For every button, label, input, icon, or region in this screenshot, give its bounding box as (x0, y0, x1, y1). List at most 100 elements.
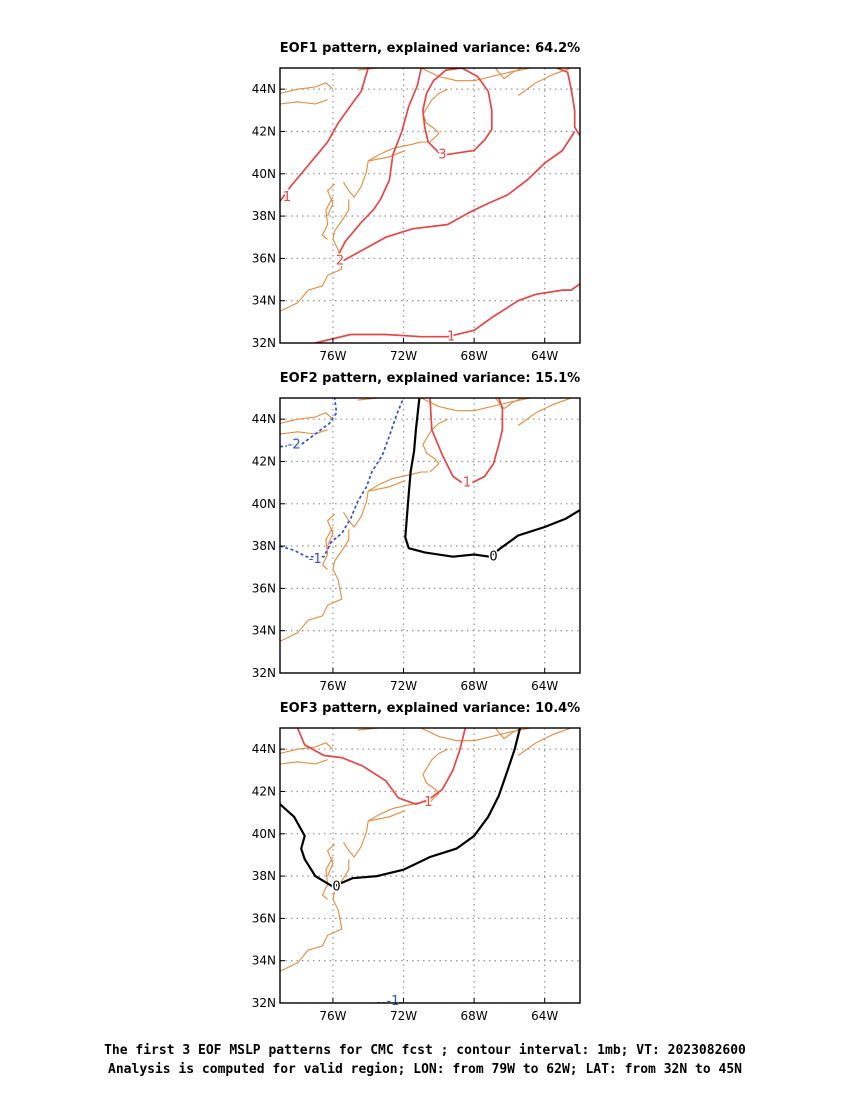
coastline (280, 759, 328, 765)
lon-tick-label: 68W (461, 1009, 488, 1023)
lat-tick-label: 32N (252, 996, 276, 1010)
contour-label: 0 (489, 550, 497, 565)
lon-tick-label: 68W (461, 349, 488, 363)
lat-tick-label: 44N (252, 82, 276, 96)
contour-line (280, 398, 405, 558)
contour-label: -1 (386, 994, 399, 1009)
lat-tick-label: 36N (252, 911, 276, 925)
coastline (422, 88, 448, 143)
coastline (343, 821, 369, 858)
coastline (280, 429, 328, 435)
coastline (280, 99, 328, 105)
contour-line (343, 131, 576, 262)
lon-tick-label: 64W (531, 1009, 558, 1023)
coastline (280, 82, 334, 94)
coastline (343, 161, 369, 198)
contour-line (280, 728, 522, 888)
lon-tick-label: 64W (531, 349, 558, 363)
coastline (326, 843, 336, 877)
map-panel-3: EOF3 pattern, explained variance: 10.4% 1… (252, 701, 581, 1023)
coastline (517, 398, 572, 426)
lat-tick-label: 42N (252, 784, 276, 798)
coastline (368, 479, 406, 492)
map-content (280, 68, 580, 343)
contour-label: -2 (288, 438, 301, 453)
contour-label: 1 (463, 476, 471, 491)
contour-line (280, 398, 338, 448)
map-frame (279, 727, 581, 1004)
panel-title: EOF1 pattern, explained variance: 64.2% (280, 41, 580, 56)
coastline (367, 801, 429, 822)
lat-tick-label: 34N (252, 954, 276, 968)
coastline (326, 183, 336, 217)
lon-tick-label: 72W (390, 349, 417, 363)
coastline (321, 526, 334, 570)
coastline (368, 149, 406, 162)
coastline (517, 68, 572, 96)
contour-label: 3 (438, 148, 446, 163)
coastline (321, 196, 334, 240)
coastline (280, 199, 350, 312)
lat-tick-label: 32N (252, 336, 276, 350)
contour-label: 1 (283, 190, 291, 205)
map-content (280, 728, 580, 1003)
coastline (280, 529, 350, 642)
contour-line (404, 398, 580, 558)
map-frame (279, 67, 581, 344)
lat-tick-label: 44N (252, 412, 276, 426)
contour-label: -1 (309, 552, 322, 567)
lat-tick-label: 36N (252, 581, 276, 595)
lon-tick-label: 64W (531, 679, 558, 693)
coastline (494, 398, 523, 410)
contour-label: 0 (332, 880, 340, 895)
map-panel-2: EOF2 pattern, explained variance: 15.1% 0… (252, 371, 581, 693)
coastline (494, 728, 523, 740)
lat-tick-label: 36N (252, 251, 276, 265)
coastline (343, 491, 369, 528)
lat-tick-label: 42N (252, 124, 276, 138)
coastline (517, 728, 572, 756)
lat-tick-label: 38N (252, 869, 276, 883)
lat-tick-label: 40N (252, 497, 276, 511)
lat-tick-label: 40N (252, 167, 276, 181)
lat-tick-label: 34N (252, 624, 276, 638)
coastline (357, 398, 533, 412)
coastline (321, 856, 334, 900)
lon-tick-label: 76W (319, 679, 346, 693)
contour-line (472, 398, 504, 484)
lon-tick-label: 72W (390, 1009, 417, 1023)
coastline (368, 809, 406, 822)
lat-tick-label: 44N (252, 742, 276, 756)
coastline (280, 412, 334, 424)
caption-line-2: Analysis is computed for valid region; L… (108, 1062, 742, 1077)
coastline (367, 471, 429, 492)
contour-label: 1 (424, 795, 432, 810)
contour-line (315, 283, 580, 343)
lat-tick-label: 32N (252, 666, 276, 680)
panel-title: EOF3 pattern, explained variance: 10.4% (280, 701, 580, 716)
contour-line (296, 728, 467, 806)
contour-line (429, 398, 463, 484)
map-content (280, 398, 580, 673)
contour-label: 2 (336, 254, 344, 269)
coastline (357, 68, 533, 82)
lat-tick-label: 42N (252, 454, 276, 468)
lon-tick-label: 72W (390, 679, 417, 693)
lat-tick-label: 40N (252, 827, 276, 841)
map-frame (279, 397, 581, 674)
lon-tick-label: 76W (319, 349, 346, 363)
coastline (280, 859, 350, 972)
contour-line (422, 68, 493, 156)
coastline (494, 68, 523, 80)
coastline (280, 742, 334, 754)
lat-tick-label: 34N (252, 294, 276, 308)
contour-line (556, 68, 580, 137)
contour-line (280, 68, 370, 202)
map-panel-1: EOF1 pattern, explained variance: 64.2% 1… (252, 41, 581, 363)
lat-tick-label: 38N (252, 209, 276, 223)
caption-line-1: The first 3 EOF MSLP patterns for CMC fc… (104, 1043, 746, 1058)
lat-tick-label: 38N (252, 539, 276, 553)
coastline (367, 141, 429, 162)
coastline (326, 513, 336, 547)
